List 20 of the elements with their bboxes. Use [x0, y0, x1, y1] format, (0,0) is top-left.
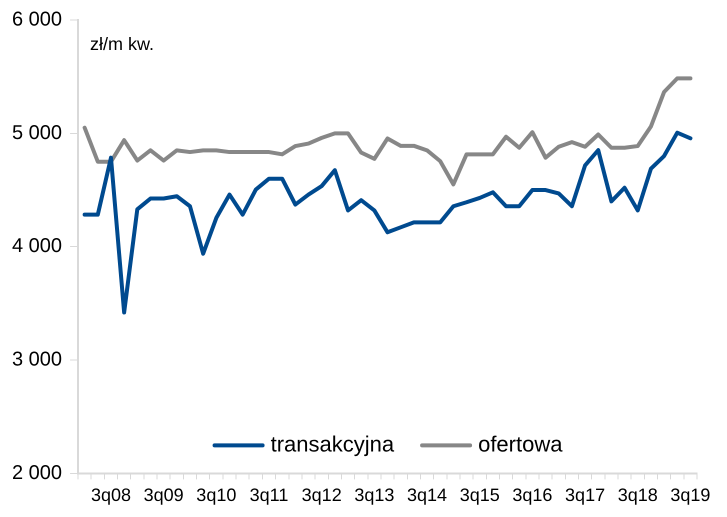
x-tick-label: 3q11 [250, 485, 288, 506]
x-tick-label: 3q14 [407, 485, 448, 506]
x-tick-label: 3q18 [618, 485, 658, 506]
y-tick-label: 6 000 [12, 8, 62, 31]
legend-label: transakcyjna [270, 431, 395, 456]
y-tick-label: 2 000 [12, 462, 62, 484]
x-tick-label: 3q16 [512, 485, 552, 506]
y-axis-title: zł/m kw. [90, 34, 154, 54]
y-tick-label: 3 000 [12, 348, 62, 371]
y-tick-label: 4 000 [12, 235, 62, 258]
x-tick-label: 3q09 [144, 485, 184, 506]
x-tick-label: 3q10 [196, 485, 236, 506]
legend-label: ofertowa [478, 431, 564, 456]
y-tick-label: 5 000 [12, 122, 62, 144]
x-tick-label: 3q19 [670, 485, 710, 506]
x-tick-label: 3q13 [354, 485, 394, 506]
x-tick-label: 3q12 [302, 485, 342, 506]
x-tick-label: 3q08 [90, 485, 131, 506]
x-tick-label: 3q15 [460, 485, 500, 506]
x-tick-label: 3q17 [565, 485, 606, 506]
